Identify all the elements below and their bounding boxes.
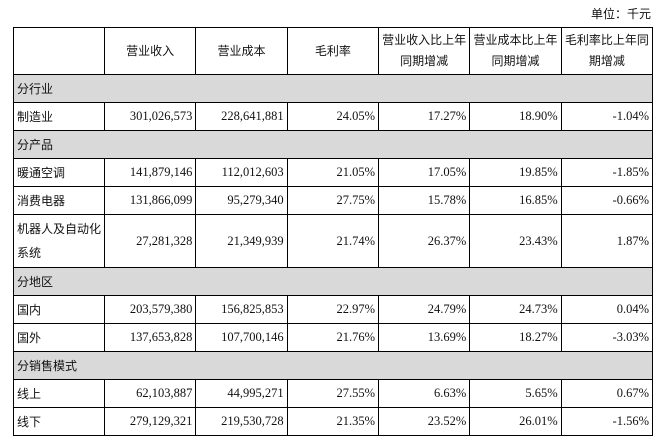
cell-value: 0.04% (560, 295, 654, 324)
section-title: 分行业 (13, 74, 653, 103)
cell-value: 137,653,828 (103, 323, 197, 352)
cell-value: 24.79% (377, 295, 471, 324)
table-row: 制造业 301,026,573 228,641,881 24.05% 17.27% 18.… (13, 102, 654, 131)
column-header: 毛利率比上年同期增减 (560, 27, 654, 75)
cell-value: 131,866,099 (103, 186, 197, 215)
cell-value: 15.78% (377, 186, 471, 215)
section-row: 分产品 (13, 130, 653, 159)
cell-value: 21,349,939 (195, 214, 288, 268)
cell-value: 301,026,573 (103, 102, 197, 131)
cell-value: 24.05% (286, 102, 379, 131)
section-title: 分产品 (13, 130, 653, 159)
cell-value: 203,579,380 (103, 295, 197, 324)
cell-value: 19.85% (469, 158, 562, 187)
cell-value: 6.63% (377, 379, 471, 408)
column-header: 营业收入 (103, 27, 197, 75)
row-label: 线上 (13, 379, 105, 408)
row-label: 机器人及自动化系统 (13, 214, 105, 268)
row-label: 国内 (13, 295, 105, 324)
column-header: 营业成本比上年同期增减 (469, 27, 562, 75)
table-row: 国外 137,653,828 107,700,146 21.76% 13.69% 18.2… (13, 323, 654, 352)
unit-label: 单位：千元 (590, 7, 651, 21)
section-title: 分销售模式 (13, 351, 653, 380)
cell-value: -0.66% (560, 186, 654, 215)
cell-value: 27.55% (286, 379, 379, 408)
cell-value: 44,995,271 (195, 379, 288, 408)
cell-value: 17.27% (377, 102, 471, 131)
cell-value: 5.65% (469, 379, 562, 408)
row-label: 暖通空调 (13, 158, 105, 187)
column-header: 营业成本 (195, 27, 288, 75)
cell-value: 107,700,146 (195, 323, 288, 352)
column-header (13, 27, 105, 75)
table-row: 消费电器 131,866,099 95,279,340 27.75% 15.78% 16.… (13, 186, 654, 215)
cell-value: -1.85% (560, 158, 654, 187)
cell-value: 141,879,146 (103, 158, 197, 187)
cell-value: 21.05% (286, 158, 379, 187)
cell-value: 26.37% (377, 214, 471, 268)
table-row: 国内 203,579,380 156,825,853 22.97% 24.79% 24.7… (13, 295, 654, 324)
cell-value: 24.73% (469, 295, 562, 324)
revenue-table: 营业收入 营业成本 毛利率 营业收入比上年同期增减 营业成本比上年同期增减 毛利率比上年同… (13, 27, 654, 436)
cell-value: 22.97% (286, 295, 379, 324)
cell-value: 95,279,340 (195, 186, 288, 215)
table-row: 机器人及自动化系统 27,281,328 21,349,939 21.74% 26.37… (13, 214, 654, 268)
section-row: 分行业 (13, 74, 653, 103)
row-label: 国外 (13, 323, 105, 352)
cell-value: 17.05% (377, 158, 471, 187)
cell-value: 23.43% (469, 214, 562, 268)
cell-value: 0.67% (560, 379, 654, 408)
cell-value: 1.87% (560, 214, 654, 268)
cell-value: 13.69% (377, 323, 471, 352)
cell-value: 27,281,328 (103, 214, 197, 268)
row-label: 消费电器 (13, 186, 105, 215)
section-title: 分地区 (13, 267, 653, 296)
section-row: 分地区 (13, 267, 653, 296)
column-header: 毛利率 (286, 27, 379, 75)
cell-value: -3.03% (560, 323, 654, 352)
header-row: 营业收入 营业成本 毛利率 营业收入比上年同期增减 营业成本比上年同期增减 毛利率比上年同… (13, 27, 654, 75)
table-row: 线上 62,103,887 44,995,271 27.55% 6.63% 5.65% 0.… (13, 379, 654, 408)
section-row: 分销售模式 (13, 351, 653, 380)
cell-value: 21.76% (286, 323, 379, 352)
cell-value: -1.04% (560, 102, 654, 131)
cell-value: 16.85% (469, 186, 562, 215)
cell-value: 62,103,887 (103, 379, 197, 408)
cell-value: 228,641,881 (195, 102, 288, 131)
cell-value: 18.90% (469, 102, 562, 131)
cell-value: 156,825,853 (195, 295, 288, 324)
table-row: 暖通空调 141,879,146 112,012,603 21.05% 17.05% 19… (13, 158, 654, 187)
cell-value: 112,012,603 (195, 158, 288, 187)
column-header: 营业收入比上年同期增减 (377, 27, 471, 75)
cell-value: 18.27% (469, 323, 562, 352)
cell-value: 27.75% (286, 186, 379, 215)
row-label: 制造业 (13, 102, 105, 131)
cell-value: 21.74% (286, 214, 379, 268)
